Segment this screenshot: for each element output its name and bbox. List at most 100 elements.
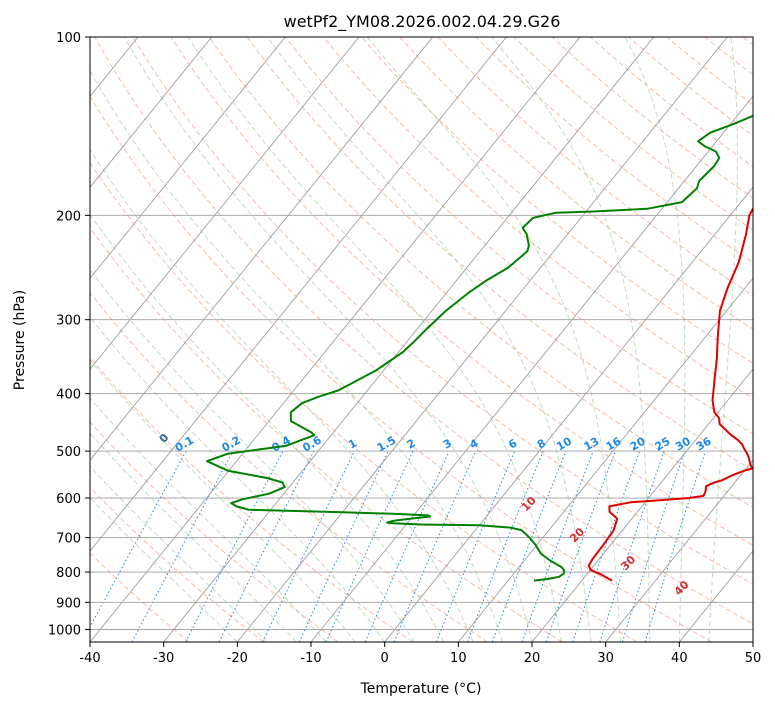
dry-adiabat-line xyxy=(513,37,753,231)
dry-adiabat-line xyxy=(437,37,753,297)
x-tick-label: 20 xyxy=(524,651,541,666)
isotherm-line xyxy=(310,95,753,642)
dry-adiabat-line xyxy=(323,37,753,399)
moist-adiabat-line xyxy=(90,432,297,642)
dry-adiabat-line xyxy=(590,37,753,168)
y-tick-label: 800 xyxy=(56,566,81,581)
y-tick-label: 700 xyxy=(56,532,81,547)
mixing-ratio-line xyxy=(185,450,284,642)
mixing-ratio-label: 2 xyxy=(405,437,418,452)
moist-adiabat-line xyxy=(90,69,503,642)
moist-adiabat-line xyxy=(90,316,386,642)
dry-adiabat-line xyxy=(90,552,190,642)
mixing-ratio-label: 36 xyxy=(694,434,714,453)
moist-adiabat-line xyxy=(90,397,327,642)
moist-adiabat-label: 20 xyxy=(567,525,587,545)
moist-adiabat-line xyxy=(90,496,238,642)
mixing-ratio-label: 6 xyxy=(506,436,519,451)
mixing-ratio-line xyxy=(621,450,686,642)
isotherm-line xyxy=(90,37,507,552)
mixing-ratio-label: 1 xyxy=(346,437,359,452)
y-axis-ticks: 1000 900 800 700 600 500 400 300 200 100 xyxy=(48,31,90,638)
dry-adiabat-line xyxy=(132,37,753,585)
moist-adiabat-label: 10 xyxy=(519,494,539,514)
dry-adiabat-line xyxy=(90,356,414,642)
mixing-ratio-lines xyxy=(90,450,706,642)
mixing-ratio-line xyxy=(545,450,616,642)
x-tick-label: 10 xyxy=(450,651,467,666)
dry-adiabat-line xyxy=(90,95,712,642)
mixing-ratio-line xyxy=(131,450,234,642)
x-tick-label: 50 xyxy=(745,651,762,666)
mixing-ratio-line xyxy=(644,450,706,642)
mixing-ratio-line xyxy=(90,450,187,628)
y-tick-label: 100 xyxy=(56,31,81,46)
isotherm-line xyxy=(90,37,213,188)
moist-adiabat-line xyxy=(90,213,445,642)
x-tick-label: -30 xyxy=(153,651,174,666)
x-axis-label: Temperature (°C) xyxy=(360,681,482,697)
moist-adiabats xyxy=(90,37,738,642)
dry-adiabat-line xyxy=(90,486,264,642)
y-tick-label: 500 xyxy=(56,445,81,460)
x-tick-label: 0 xyxy=(381,651,389,666)
mixing-ratio-line xyxy=(521,450,594,642)
dry-adiabat-line xyxy=(90,161,638,642)
isotherm-line xyxy=(90,37,581,642)
dry-adiabat-line xyxy=(90,421,339,642)
mixing-ratio-label: 4 xyxy=(467,436,480,451)
mixing-ratio-line xyxy=(364,450,450,642)
mixing-ratio-line xyxy=(298,450,389,642)
dry-adiabat-line xyxy=(361,37,753,365)
skewed-isotherms xyxy=(90,37,753,642)
y-tick-label: 300 xyxy=(56,314,81,329)
mixing-ratio-line xyxy=(599,450,665,642)
mixing-ratio-line xyxy=(393,450,477,642)
isobar-gridlines xyxy=(90,37,753,630)
y-axis-label: Pressure (hPa) xyxy=(12,290,28,390)
x-tick-label: 40 xyxy=(671,651,688,666)
x-tick-label: 30 xyxy=(597,651,614,666)
moist-adiabat-line xyxy=(123,37,533,642)
mixing-ratio-line xyxy=(435,450,516,642)
moist-adiabat-line xyxy=(90,358,356,642)
mixing-ratio-line xyxy=(218,450,315,642)
dry-adiabat-line xyxy=(208,37,753,508)
dry-adiabat-line xyxy=(94,37,753,625)
moist-adiabat-line xyxy=(491,37,651,642)
plot-area: 0.10.20.40.611.52346810131620253036-100-… xyxy=(90,37,753,642)
adiabat-labels: 0.10.20.40.611.52346810131620253036-100-… xyxy=(157,431,714,598)
y-tick-label: 200 xyxy=(56,209,81,224)
moist-adiabat-line xyxy=(366,37,621,642)
x-tick-label: -20 xyxy=(227,651,248,666)
x-axis-ticks: -40 -30 -20 -10 0 10 20 30 40 50 xyxy=(79,642,761,666)
plot-frame xyxy=(89,36,754,643)
isotherm-line xyxy=(90,37,360,370)
mixing-ratio-label: 16 xyxy=(604,434,624,453)
dry-adiabat-line xyxy=(246,37,753,471)
isotherm-line xyxy=(90,37,286,279)
moist-adiabat-line xyxy=(266,37,592,642)
moist-adiabat-label: 40 xyxy=(672,578,692,598)
dry-adiabat-line xyxy=(551,37,753,199)
y-tick-label: 1000 xyxy=(48,623,81,638)
mixing-ratio-line xyxy=(467,450,544,642)
moist-adiabat-line xyxy=(187,37,562,642)
mixing-ratio-line xyxy=(572,450,641,642)
temperature-line xyxy=(587,206,753,582)
moist-adiabat-line xyxy=(90,465,268,642)
isotherm-line xyxy=(457,277,753,642)
y-tick-label: 400 xyxy=(56,388,81,403)
moist-adiabat-line xyxy=(708,37,738,642)
dry-adiabat-line xyxy=(742,37,753,46)
mixing-ratio-line xyxy=(325,450,414,642)
y-tick-label: 900 xyxy=(56,596,81,611)
isotherm-line xyxy=(752,641,753,642)
moist-adiabat-line xyxy=(90,268,415,642)
isotherm-line xyxy=(236,37,728,642)
profile-series xyxy=(206,114,753,582)
dry-adiabat-line xyxy=(399,37,753,330)
isotherm-line xyxy=(531,368,753,642)
isotherm-line xyxy=(90,37,434,461)
